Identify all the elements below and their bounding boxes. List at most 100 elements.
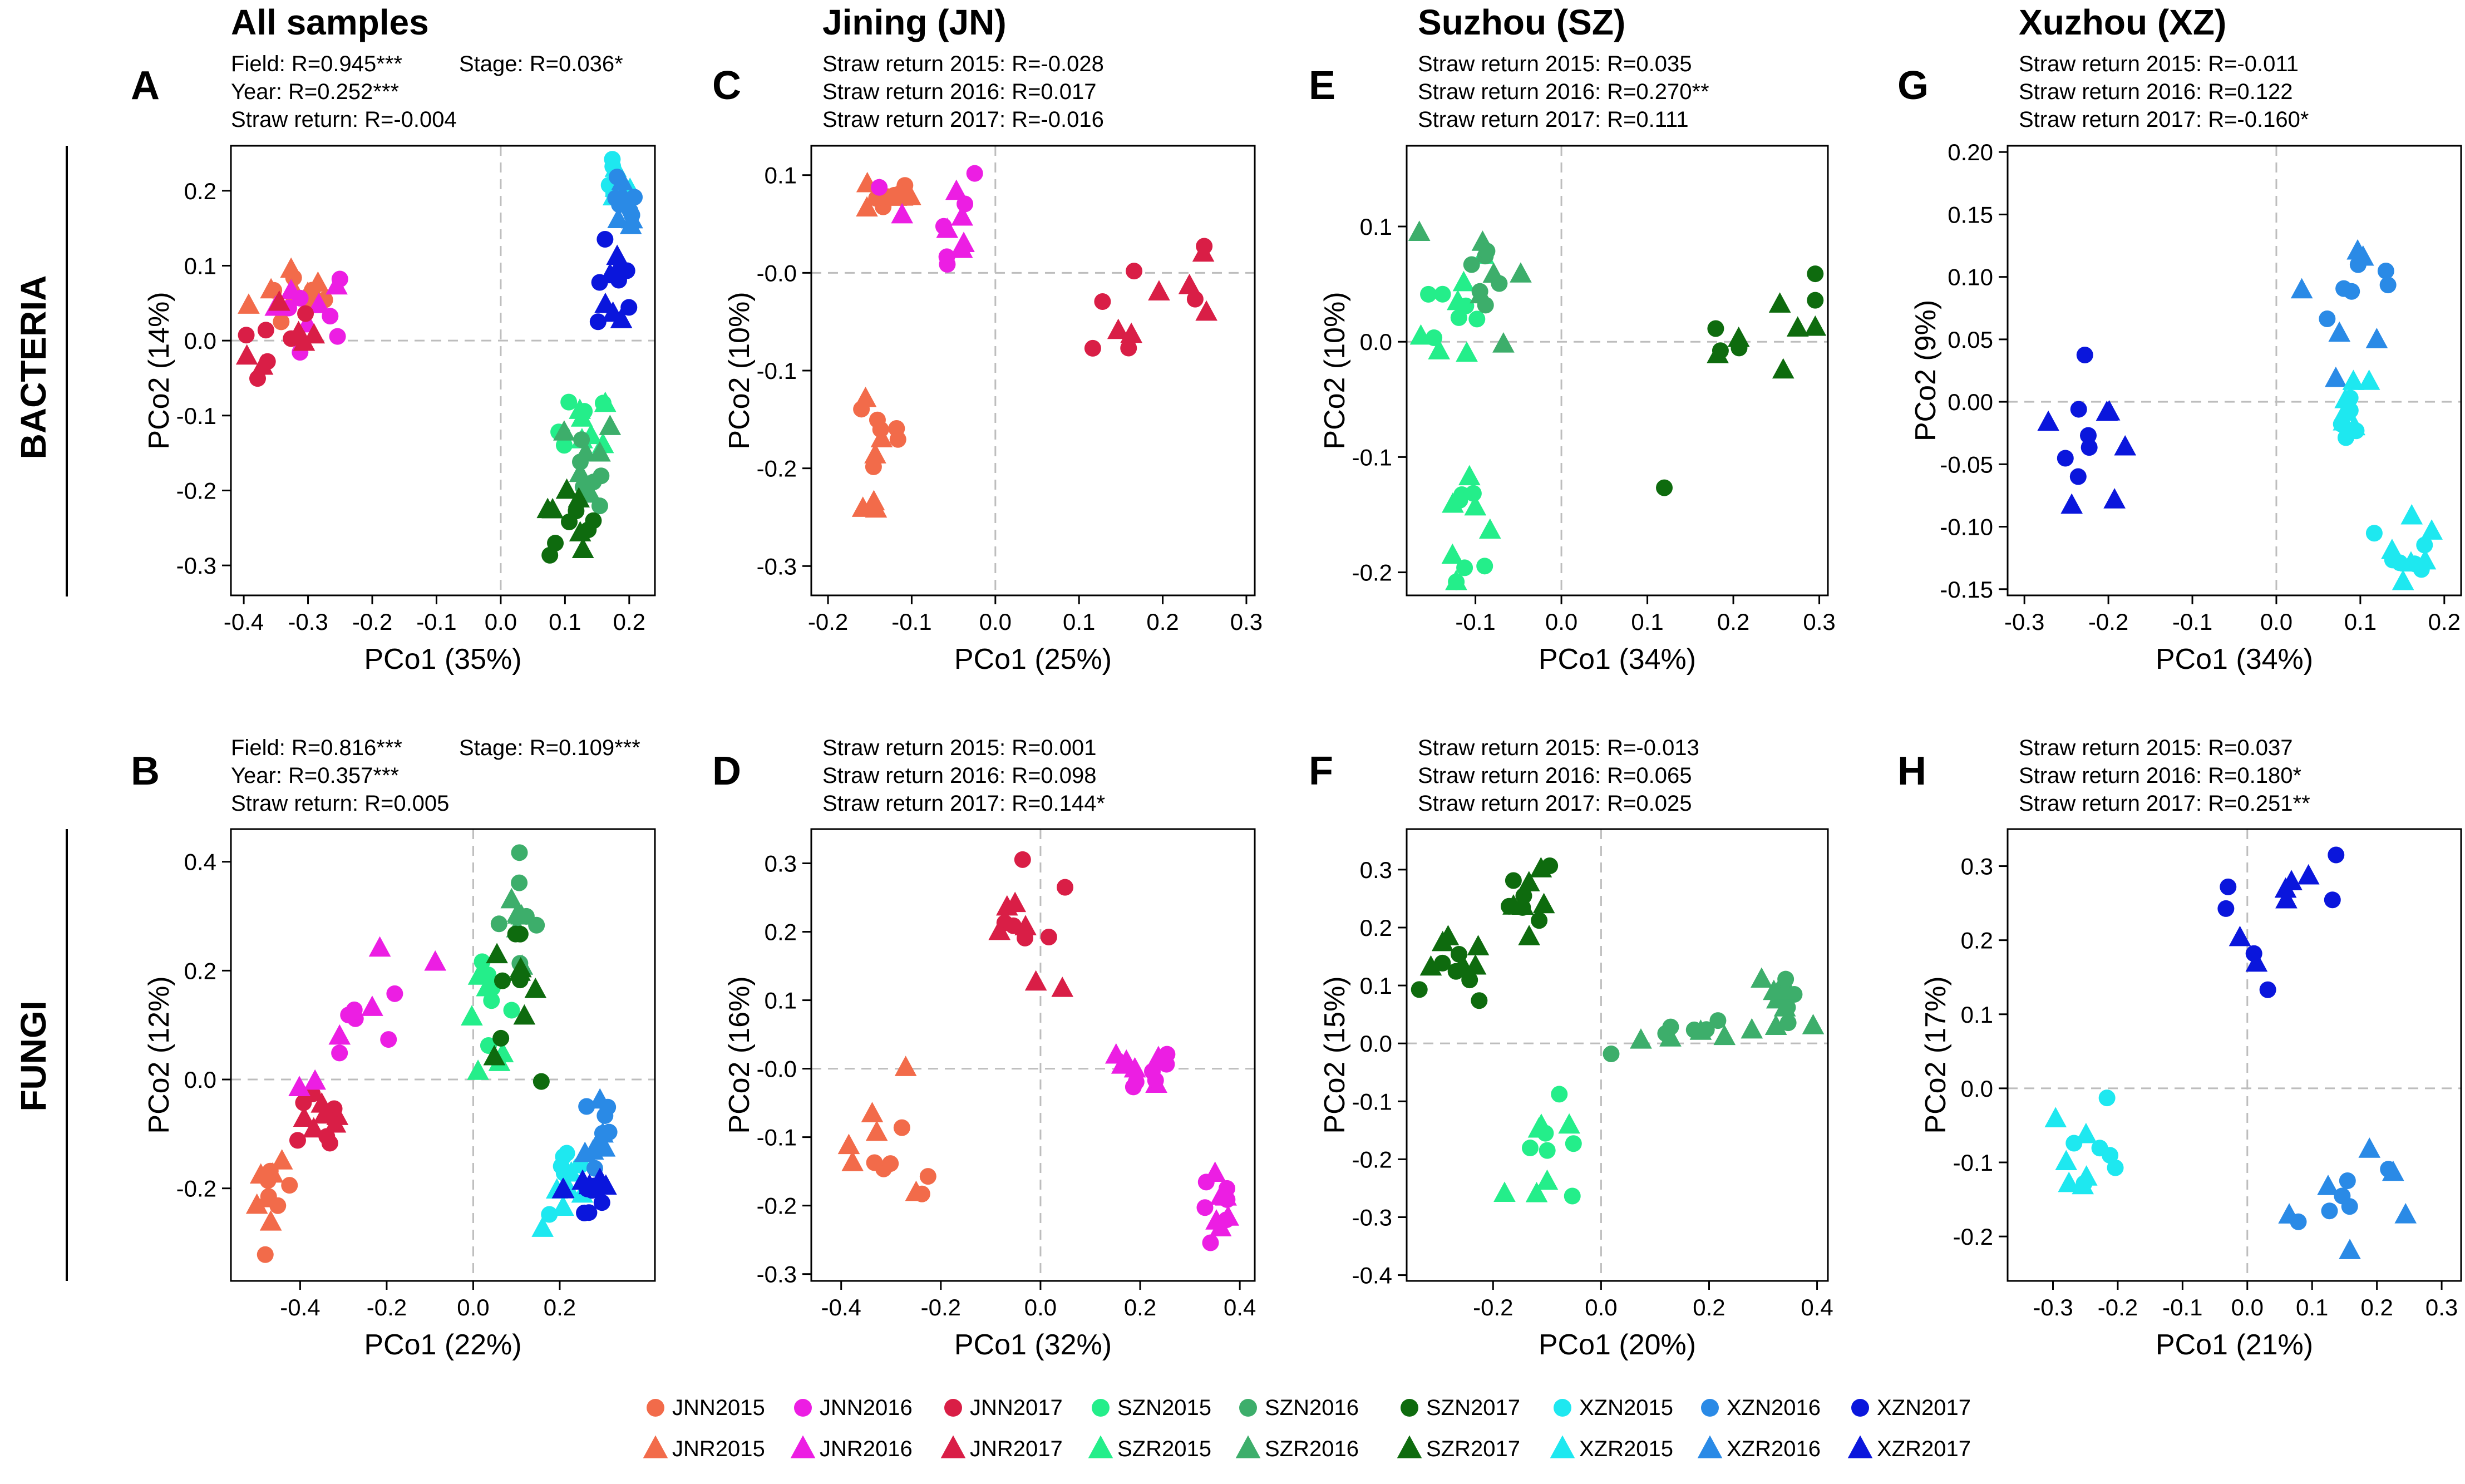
point-SZ2015-circle	[1465, 485, 1482, 502]
panel-C: C Straw return 2015: R=-0.028 Straw return…	[712, 52, 1263, 676]
legend-marker-circle	[1239, 1399, 1257, 1417]
point-JN2015-circle	[889, 431, 906, 448]
stat-stage: Stage: R=0.109***	[459, 736, 640, 760]
point-XZ2015-triangle	[2420, 519, 2443, 540]
stat-line: Straw return 2015: R=0.037	[2019, 736, 2293, 760]
legend-label: SZR2015	[1117, 1437, 1211, 1461]
point-XZ2017-circle	[586, 1177, 603, 1195]
legend-marker-triangle	[790, 1435, 816, 1458]
legend-marker-triangle	[1235, 1435, 1261, 1458]
x-tick-label: 0.2	[1124, 1294, 1156, 1320]
point-XZ2015-triangle	[2392, 569, 2414, 590]
y-tick-label: -0.4	[1352, 1263, 1392, 1289]
point-XZ2017-circle	[2069, 468, 2087, 485]
y-axis-label: PCo2 (14%)	[143, 292, 175, 449]
point-SZ2015-circle	[1476, 558, 1493, 575]
stat-line: Straw return 2016: R=0.098	[822, 763, 1097, 788]
point-XZ2016-triangle	[2382, 1160, 2404, 1181]
y-tick-label: 0.0	[184, 1067, 216, 1093]
point-JN2016-circle	[1197, 1174, 1215, 1191]
point-JN2017-circle	[289, 1132, 306, 1149]
x-tick-label: -0.3	[288, 609, 328, 635]
legend-marker-circle	[1554, 1399, 1571, 1417]
point-XZ2017-circle	[2079, 427, 2097, 444]
point-JN2017-triangle	[1178, 273, 1201, 294]
y-tick-label: -0.1	[1352, 1088, 1392, 1115]
point-JN2015-triangle	[864, 443, 886, 464]
point-JN2017-triangle	[268, 290, 290, 311]
plot-frame	[230, 828, 656, 1282]
point-JN2017-triangle	[293, 330, 315, 351]
legend-item-JNN2016: JNN2016	[794, 1396, 913, 1420]
point-XZ2017-circle	[2324, 891, 2341, 909]
x-tick-label: -0.2	[2088, 609, 2128, 635]
point-SZ2017-triangle	[1532, 893, 1555, 914]
y-tick-label: -0.3	[757, 1261, 797, 1288]
legend-marker-circle	[1092, 1399, 1110, 1417]
point-SZ2016-circle	[511, 844, 528, 861]
point-JN2016-circle	[1196, 1199, 1214, 1216]
point-JN2015-triangle	[894, 1056, 917, 1076]
y-tick-label: -0.15	[1940, 576, 1993, 603]
y-tick-label: -0.2	[1953, 1224, 1993, 1250]
x-tick-label: 0.2	[2428, 609, 2461, 635]
point-JN2017-circle	[257, 322, 274, 339]
point-SZ2016-triangle	[1751, 967, 1773, 988]
point-JN2016-triangle	[951, 205, 973, 226]
panel-E: E Straw return 2015: R=0.035 Straw return …	[1309, 52, 1836, 676]
point-XZ2015-triangle	[2075, 1122, 2097, 1143]
y-tick-label: 0.2	[184, 958, 216, 984]
point-JN2017-circle	[326, 1100, 343, 1117]
point-XZ2017-circle	[2328, 846, 2345, 864]
stat-line: Straw return 2016: R=0.122	[2019, 80, 2293, 104]
stat-straw: Straw return: R=0.005	[231, 791, 449, 816]
column-title-all: All samples	[231, 2, 429, 42]
legend-item-JNN2015: JNN2015	[647, 1396, 765, 1420]
legend-item-XZN2015: XZN2015	[1554, 1396, 1673, 1420]
point-SZ2016-circle	[1777, 970, 1794, 988]
point-JN2017-triangle	[251, 354, 274, 375]
point-SZ2016-circle	[573, 431, 590, 448]
y-tick-label: -0.0	[757, 1056, 797, 1082]
point-XZ2017-triangle	[594, 292, 617, 313]
point-XZ2016-triangle	[2325, 366, 2347, 387]
point-SZ2015-circle	[1434, 285, 1451, 303]
point-JN2017-circle	[304, 1086, 321, 1103]
legend-marker-triangle	[643, 1435, 668, 1458]
x-tick-label: 0.1	[1631, 609, 1663, 635]
x-tick-label: 0.3	[1803, 609, 1835, 635]
legend-item-XZR2015: XZR2015	[1550, 1435, 1673, 1461]
y-tick-label: -0.2	[1352, 560, 1392, 586]
point-XZ2016-triangle	[2317, 1175, 2339, 1195]
point-JN2016-triangle	[361, 995, 383, 1016]
x-tick-label: 0.2	[1717, 609, 1749, 635]
stat-line: Straw return 2016: R=0.065	[1418, 763, 1692, 788]
y-tick-label: 0.2	[1360, 915, 1392, 941]
point-XZ2017-triangle	[2060, 493, 2083, 514]
y-tick-label: -0.3	[176, 553, 216, 579]
x-tick-label: -0.2	[808, 609, 848, 635]
point-SZ2015-triangle	[1445, 569, 1467, 590]
point-XZ2017-circle	[580, 1204, 598, 1221]
point-JN2016-circle	[1202, 1234, 1219, 1251]
point-SZ2015-triangle	[1478, 518, 1501, 539]
point-SZ2015-circle	[1551, 1086, 1568, 1103]
data-points	[245, 844, 618, 1263]
stat-line: Straw return 2017: R=-0.160*	[2019, 107, 2309, 132]
point-SZ2017-triangle	[1419, 955, 1442, 976]
point-SZ2017-circle	[1471, 992, 1488, 1009]
x-tick-label: -0.2	[2098, 1294, 2138, 1320]
point-JN2015-triangle	[891, 185, 914, 206]
point-JN2015-triangle	[307, 271, 329, 292]
y-tick-label: 0.20	[1948, 139, 1993, 165]
point-XZ2017-triangle	[2096, 400, 2118, 421]
point-SZ2017-circle	[1411, 981, 1428, 998]
legend-label: SZN2016	[1265, 1396, 1359, 1420]
point-JN2016-triangle	[1217, 1205, 1239, 1226]
point-SZ2017-triangle	[568, 487, 590, 507]
point-SZ2015-triangle	[1428, 339, 1451, 359]
point-JN2015-circle	[281, 1177, 298, 1194]
panel-letter: E	[1309, 63, 1335, 108]
point-JN2017-triangle	[1148, 280, 1170, 300]
